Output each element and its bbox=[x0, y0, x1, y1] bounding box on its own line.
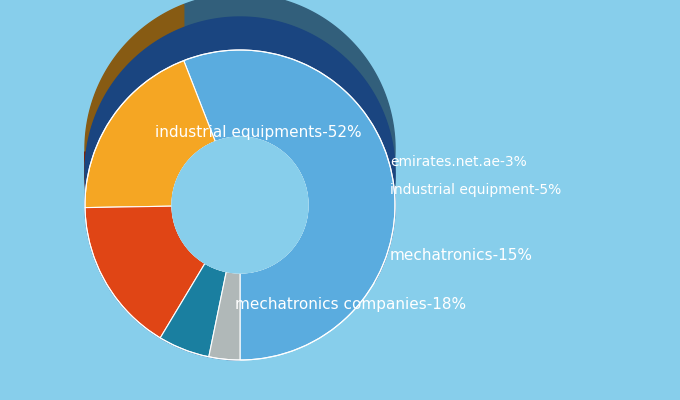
Polygon shape bbox=[226, 216, 240, 245]
Polygon shape bbox=[160, 263, 226, 357]
Polygon shape bbox=[85, 4, 184, 180]
Polygon shape bbox=[209, 272, 240, 360]
Polygon shape bbox=[160, 282, 209, 329]
Polygon shape bbox=[205, 207, 226, 244]
Polygon shape bbox=[184, 50, 395, 360]
Polygon shape bbox=[172, 86, 216, 178]
Polygon shape bbox=[85, 17, 395, 360]
Polygon shape bbox=[216, 81, 308, 211]
Polygon shape bbox=[85, 152, 160, 310]
Polygon shape bbox=[85, 206, 205, 338]
Text: industrial equipment-5%: industrial equipment-5% bbox=[390, 183, 561, 197]
Text: emirates.net.ae-3%: emirates.net.ae-3% bbox=[390, 155, 527, 169]
Polygon shape bbox=[172, 150, 205, 235]
Text: mechatronics-15%: mechatronics-15% bbox=[390, 248, 533, 262]
Polygon shape bbox=[209, 301, 240, 332]
Text: industrial equipments-52%: industrial equipments-52% bbox=[155, 124, 362, 140]
Circle shape bbox=[172, 137, 308, 273]
Polygon shape bbox=[85, 60, 216, 208]
Polygon shape bbox=[184, 0, 395, 254]
Text: mechatronics companies-18%: mechatronics companies-18% bbox=[235, 298, 466, 312]
